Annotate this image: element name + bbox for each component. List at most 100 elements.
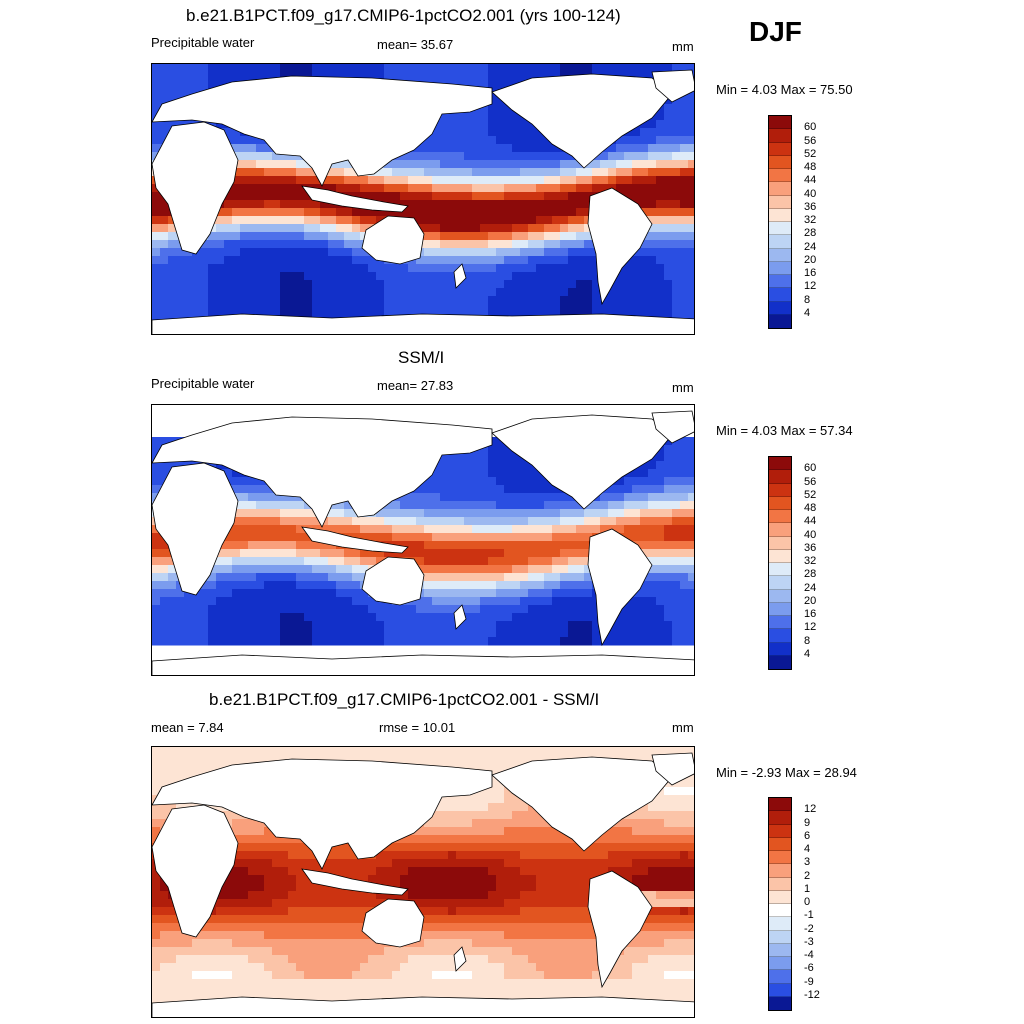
panel2-variable-label: Precipitable water <box>151 376 255 391</box>
panel2-mean-label: mean= 27.83 <box>377 378 454 393</box>
colorbar-swatch <box>769 655 791 669</box>
panel3-title: b.e21.B1PCT.f09_g17.CMIP6-1pctCO2.001 - … <box>209 690 600 709</box>
map-svg <box>152 410 694 675</box>
panel1-variable-label: Precipitable water <box>151 35 255 50</box>
colorbar-tick-label: 40 <box>804 528 817 541</box>
colorbar-swatch <box>769 208 791 222</box>
colorbar-swatch <box>769 129 791 143</box>
colorbar-tick-label: 24 <box>804 581 817 594</box>
coastline <box>651 69 694 103</box>
coastline <box>361 215 425 265</box>
colorbar-tick-label: 6 <box>804 829 811 842</box>
panel2-map <box>151 404 695 676</box>
coastline <box>152 462 239 596</box>
colorbar-tick-label: 16 <box>804 608 817 620</box>
coastline <box>651 410 694 444</box>
colorbar-tick-label: 24 <box>804 240 817 253</box>
colorbar-swatch <box>769 536 791 550</box>
colorbar-tick-label: 28 <box>804 227 817 240</box>
colorbar-swatch <box>769 510 791 524</box>
panel3-colorbar <box>768 797 792 1011</box>
colorbar-swatch <box>769 523 791 537</box>
colorbar-swatch <box>769 275 791 289</box>
colorbar-swatch <box>769 970 791 984</box>
panel1-title: b.e21.B1PCT.f09_g17.CMIP6-1pctCO2.001 (y… <box>186 6 621 25</box>
colorbar-tick-label: 28 <box>804 568 817 581</box>
colorbar-swatch <box>769 549 791 563</box>
coastline <box>651 752 694 786</box>
coastline <box>453 946 467 972</box>
panel3-minmax-label: Min = -2.93 Max = 28.94 <box>716 765 857 780</box>
colorbar-swatch <box>769 602 791 616</box>
colorbar-swatch <box>769 288 791 302</box>
colorbar-swatch <box>769 116 791 130</box>
coastline <box>152 416 493 528</box>
colorbar-swatch <box>769 877 791 891</box>
coastline <box>361 556 425 606</box>
coastline <box>587 870 653 989</box>
colorbar-tick-label: -12 <box>804 988 820 1001</box>
colorbar-tick-label: 56 <box>804 134 817 147</box>
colorbar-tick-label: 32 <box>804 555 817 567</box>
colorbar-swatch <box>769 222 791 236</box>
colorbar-tick-label: 1 <box>804 882 811 895</box>
colorbar-swatch <box>769 904 791 918</box>
colorbar-tick-label: -9 <box>804 975 814 988</box>
coastline <box>491 414 673 510</box>
colorbar-tick-label: 40 <box>804 187 817 200</box>
panel1-minmax-label: Min = 4.03 Max = 75.50 <box>716 82 853 97</box>
coastline <box>361 898 425 948</box>
colorbar-tick-label: 44 <box>804 174 817 187</box>
colorbar-tick-label: -3 <box>804 935 814 948</box>
colorbar-swatch <box>769 142 791 156</box>
panel1-units-label: mm <box>672 39 694 54</box>
map-svg <box>152 64 694 334</box>
colorbar-tick-label: 4 <box>804 306 811 319</box>
colorbar-tick-label: 0 <box>804 896 811 908</box>
coastline <box>491 756 673 852</box>
colorbar-tick-label: 60 <box>804 121 817 134</box>
colorbar-tick-label: 48 <box>804 161 817 173</box>
coastline <box>152 121 239 255</box>
colorbar-tick-label: -2 <box>804 922 814 935</box>
map-svg <box>152 747 694 1017</box>
colorbar-tick-label: -1 <box>804 909 814 922</box>
colorbar-tick-label: 2 <box>804 869 811 882</box>
panel3-units-label: mm <box>672 720 694 735</box>
colorbar-tick-label: 4 <box>804 647 811 660</box>
panel2-units-label: mm <box>672 380 694 395</box>
land-mask <box>152 69 694 334</box>
coastline <box>301 185 409 213</box>
colorbar-swatch <box>769 837 791 851</box>
colorbar-swatch <box>769 169 791 183</box>
colorbar-swatch <box>769 261 791 275</box>
colorbar-tick-label: 20 <box>804 594 817 607</box>
colorbar-swatch <box>769 248 791 262</box>
colorbar-swatch <box>769 824 791 838</box>
colorbar-swatch <box>769 798 791 812</box>
colorbar-swatch <box>769 563 791 577</box>
coastline <box>301 868 409 896</box>
coastline <box>301 526 409 554</box>
coastline <box>491 73 673 169</box>
colorbar-tick-label: 36 <box>804 200 817 213</box>
coastline <box>152 313 694 334</box>
colorbar-swatch <box>769 470 791 484</box>
colorbar-tick-label: 8 <box>804 293 811 306</box>
panel1-colorbar <box>768 115 792 329</box>
colorbar-swatch <box>769 917 791 931</box>
colorbar-tick-label: 44 <box>804 515 817 528</box>
colorbar-swatch <box>769 155 791 169</box>
colorbar-swatch <box>769 930 791 944</box>
colorbar-tick-label: -4 <box>804 949 814 961</box>
colorbar-swatch <box>769 589 791 603</box>
colorbar-tick-label: 9 <box>804 816 811 829</box>
colorbar-tick-label: -6 <box>804 962 814 975</box>
colorbar-tick-label: 52 <box>804 488 817 501</box>
panel3-mean-label: mean = 7.84 <box>151 720 224 735</box>
panel3-rmse-label: rmse = 10.01 <box>379 720 456 735</box>
panel2-title: SSM/I <box>398 348 445 367</box>
colorbar-swatch <box>769 483 791 497</box>
colorbar-tick-label: 4 <box>804 843 811 855</box>
colorbar-swatch <box>769 182 791 196</box>
